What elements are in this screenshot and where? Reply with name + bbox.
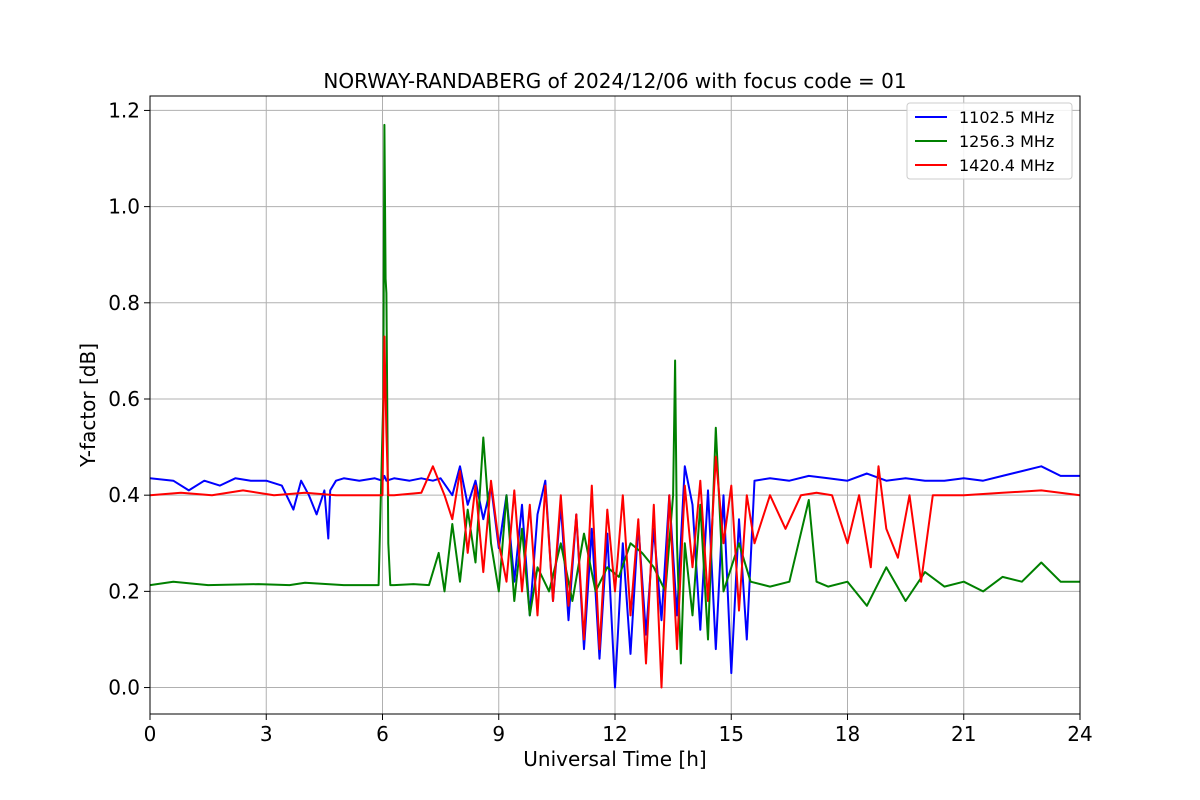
x-tick-label: 24 — [1067, 722, 1092, 746]
x-tick-label: 21 — [951, 722, 976, 746]
series-line-1420-4-mhz — [150, 335, 1080, 689]
y-tick-label: 0.6 — [108, 387, 140, 411]
y-tick-label: 0.4 — [108, 483, 140, 507]
x-tick-label: 15 — [719, 722, 744, 746]
x-tick-label: 12 — [602, 722, 627, 746]
y-tick-label: 0.0 — [108, 676, 140, 700]
y-tick-label: 1.2 — [108, 98, 140, 122]
series-line-1256-3-mhz — [150, 123, 1080, 665]
y-tick-label: 0.2 — [108, 579, 140, 603]
x-tick-label: 3 — [260, 722, 273, 746]
legend-label: 1256.3 MHz — [959, 132, 1054, 151]
legend-label: 1102.5 MHz — [959, 108, 1054, 127]
series-group — [150, 123, 1080, 689]
chart-title: NORWAY-RANDABERG of 2024/12/06 with focu… — [323, 69, 906, 93]
x-tick-label: 6 — [376, 722, 389, 746]
y-tick-label: 1.0 — [108, 195, 140, 219]
x-tick-label: 9 — [492, 722, 505, 746]
legend-box — [906, 102, 1073, 180]
x-tick-label: 18 — [835, 722, 860, 746]
legend: 1102.5 MHz 1256.3 MHz 1420.4 MHz — [906, 102, 1073, 180]
axis-ticks: 0 3 6 9 12 15 18 21 24 0.0 0.2 0.4 0.6 0.8 1.0 1.2 — [108, 98, 1093, 746]
x-axis-label: Universal Time [h] — [523, 747, 706, 771]
x-tick-label: 0 — [144, 722, 157, 746]
y-tick-label: 0.8 — [108, 291, 140, 315]
legend-label: 1420.4 MHz — [959, 156, 1054, 175]
y-axis-label: Y-factor [dB] — [76, 343, 100, 468]
